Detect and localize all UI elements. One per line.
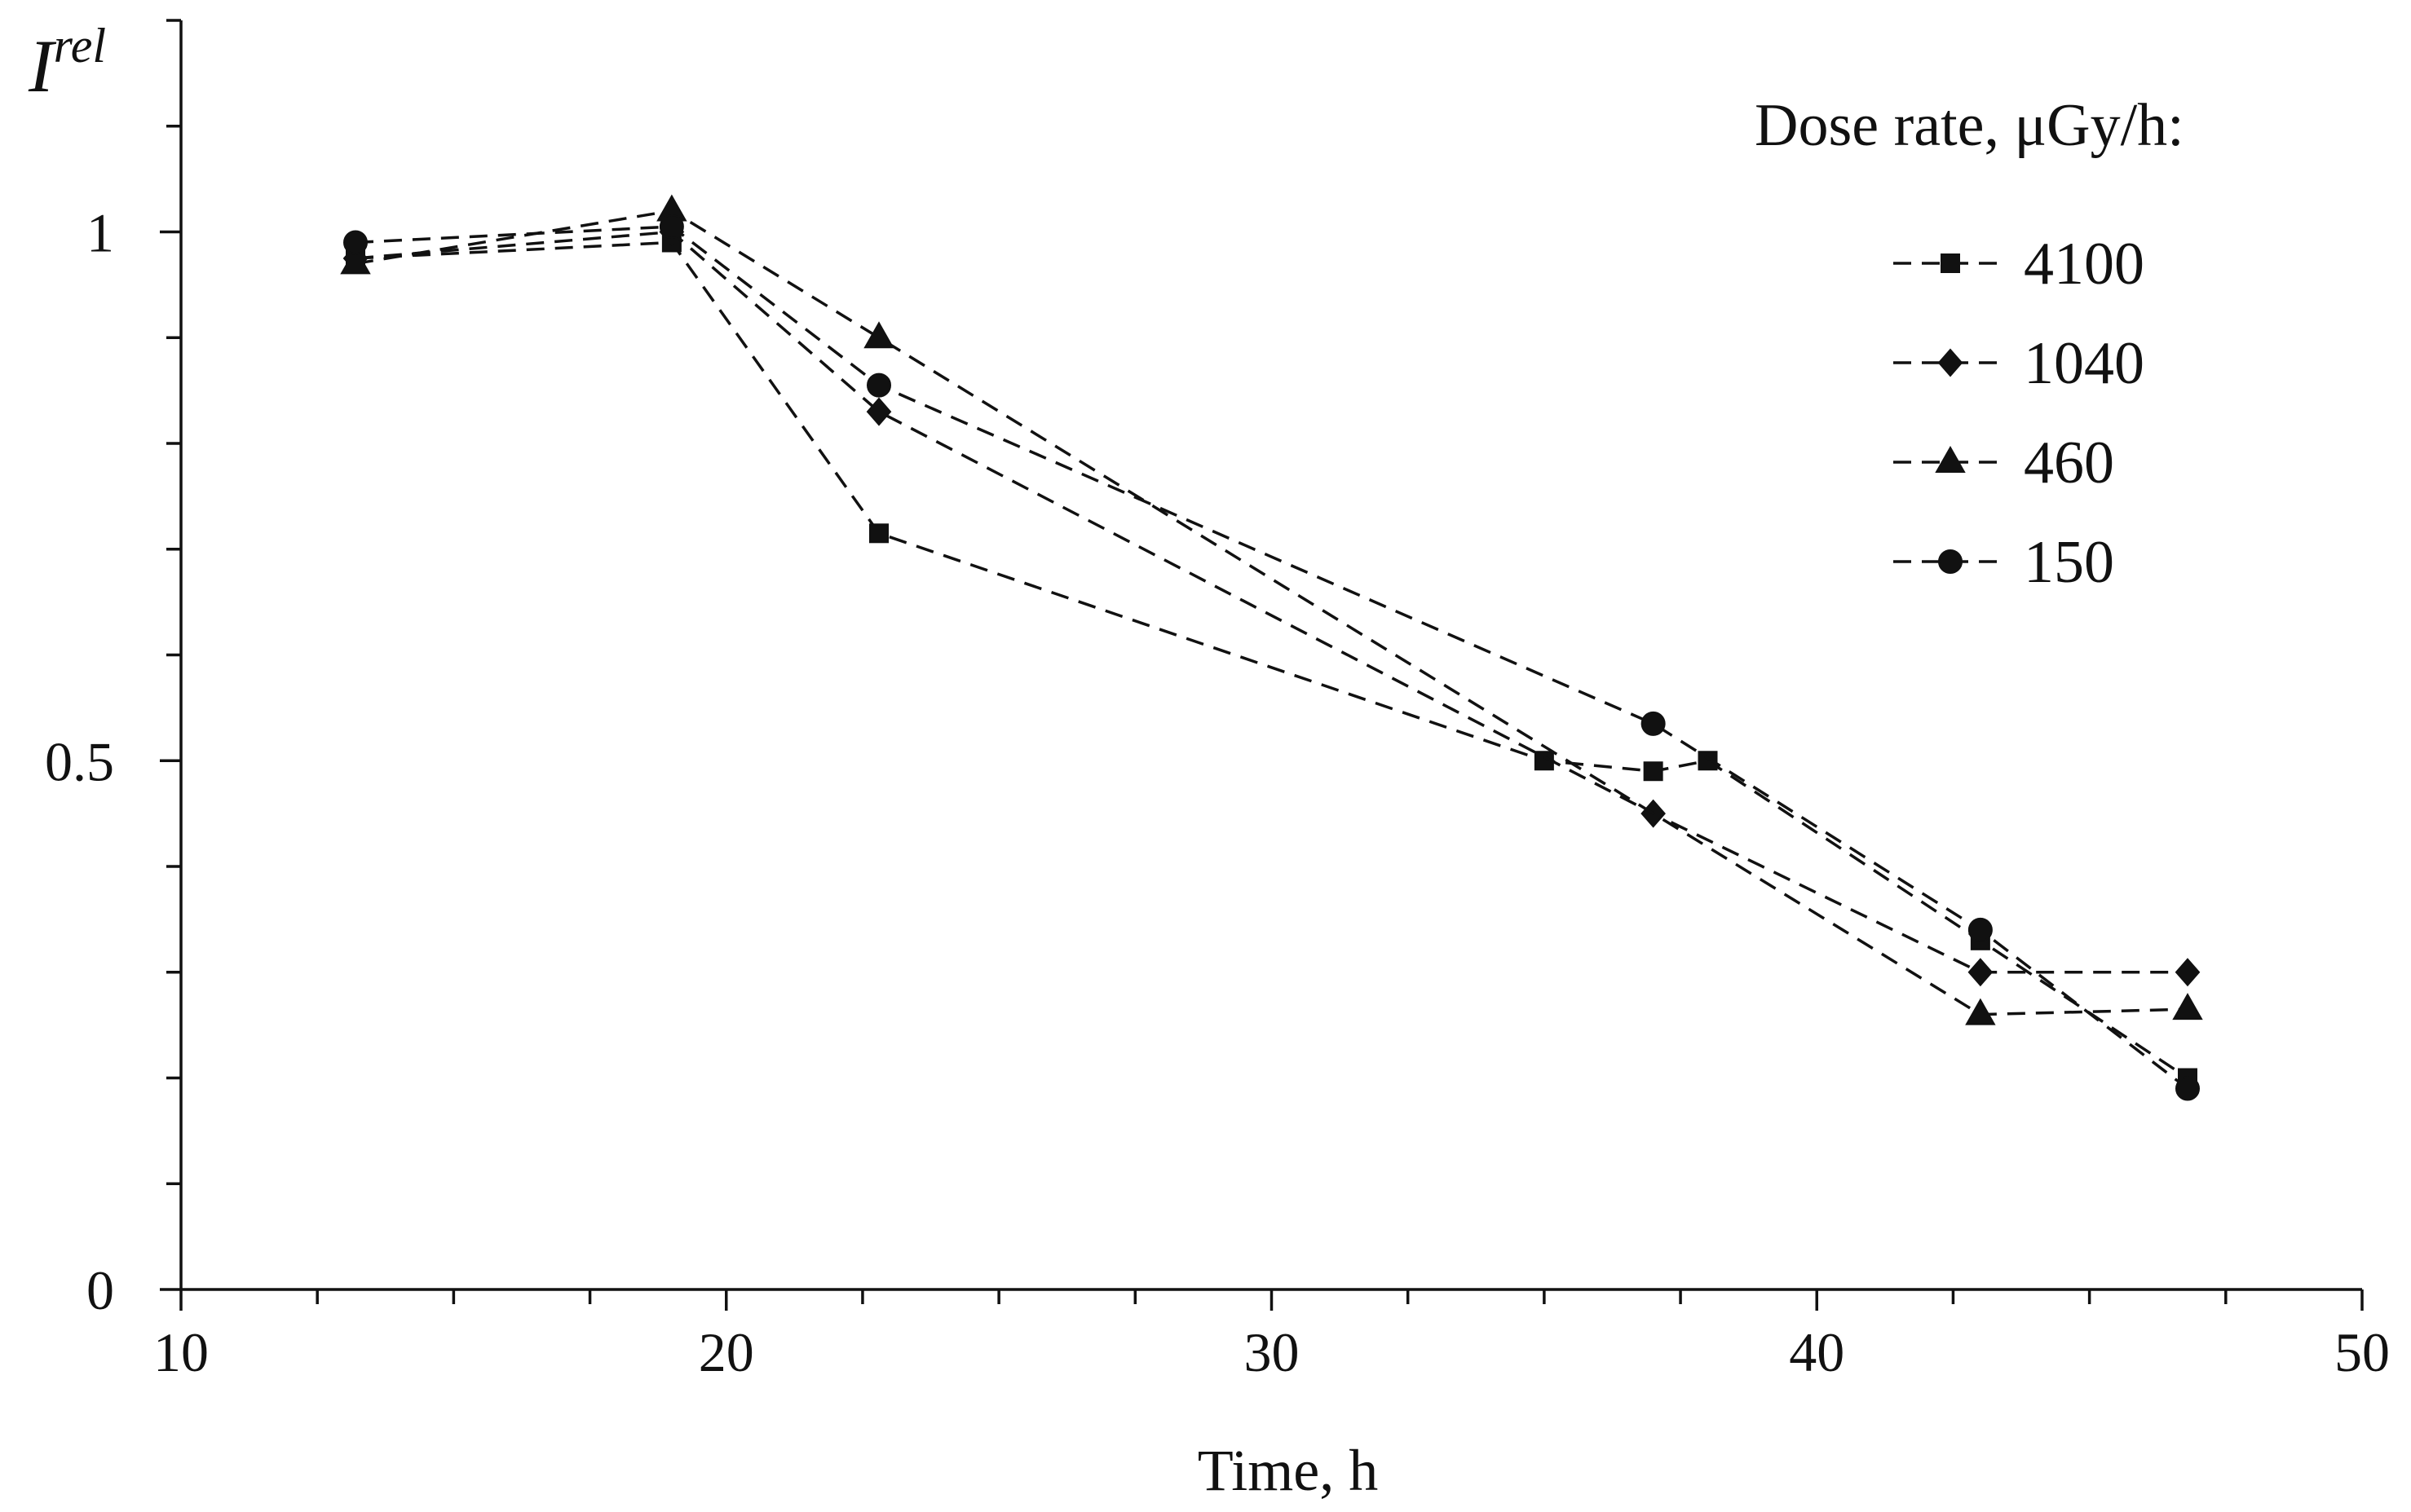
data-point-150 [2175, 1076, 2200, 1101]
x-tick-label: 30 [1244, 1321, 1300, 1383]
legend-item-460: 460 [1893, 430, 2114, 496]
x-tick-label: 10 [153, 1321, 209, 1383]
series-line-1040 [355, 230, 2188, 974]
data-point-4100 [869, 523, 889, 544]
legend-title: Dose rate, μGy/h: [1755, 92, 2184, 159]
x-tick-label: 20 [699, 1321, 754, 1383]
series-layer [340, 194, 2203, 1101]
x-tick-label: 40 [1789, 1321, 1844, 1383]
series-1040 [342, 217, 2201, 987]
y-axis-title: Irel [28, 19, 106, 108]
data-point-1040 [2175, 958, 2201, 987]
series-150 [343, 214, 2200, 1101]
data-point-4100 [1643, 761, 1663, 782]
x-axis-title: Time, h [1198, 1438, 1378, 1503]
data-point-150 [1640, 711, 1666, 736]
legend-label: 4100 [2024, 231, 2144, 298]
legend-item-150: 150 [1893, 529, 2114, 596]
legend-label: 460 [2024, 430, 2114, 496]
y-ticks: 00.51 [45, 19, 181, 1321]
data-point-150 [659, 214, 684, 240]
data-point-150 [343, 230, 368, 255]
data-point-460 [1965, 998, 1996, 1025]
legend-marker [1937, 348, 1963, 377]
data-point-150 [867, 372, 891, 398]
x-tick-label: 50 [2334, 1321, 2390, 1383]
series-line-150 [355, 225, 2189, 1090]
series-line-460 [355, 209, 2188, 1016]
x-ticks: 10 20 30 40 50 [153, 1289, 2390, 1383]
data-point-460 [340, 247, 371, 275]
series-line-4100 [355, 240, 2188, 1079]
legend-items: 4100 1040 460 150 [1893, 231, 2144, 596]
y-tick-label: 1 [86, 202, 114, 264]
y-axis-title-superscript: rel [54, 19, 106, 73]
y-tick-label: 0.5 [45, 730, 114, 792]
axes: 10 20 30 40 50 00.51 [45, 19, 2390, 1383]
legend-item-1040: 1040 [1893, 330, 2144, 397]
legend-marker [1938, 549, 1963, 574]
legend-marker [1935, 445, 1966, 473]
data-point-4100 [1698, 751, 1718, 771]
data-point-1040 [866, 397, 892, 426]
data-point-1040 [1967, 958, 1994, 987]
legend-label: 150 [2024, 529, 2114, 596]
series-4100 [346, 232, 2197, 1088]
legend: Dose rate, μGy/h: 4100 1040 460 150 [1755, 92, 2184, 596]
legend-marker [1941, 253, 1960, 273]
data-point-460 [2172, 993, 2203, 1020]
legend-label: 1040 [2024, 330, 2144, 397]
data-point-150 [1967, 917, 1993, 942]
legend-item-4100: 4100 [1893, 231, 2144, 298]
series-460 [340, 194, 2203, 1025]
y-axis-title-main: I [28, 24, 57, 108]
data-point-460 [863, 321, 894, 349]
y-tick-label: 0 [86, 1259, 114, 1321]
